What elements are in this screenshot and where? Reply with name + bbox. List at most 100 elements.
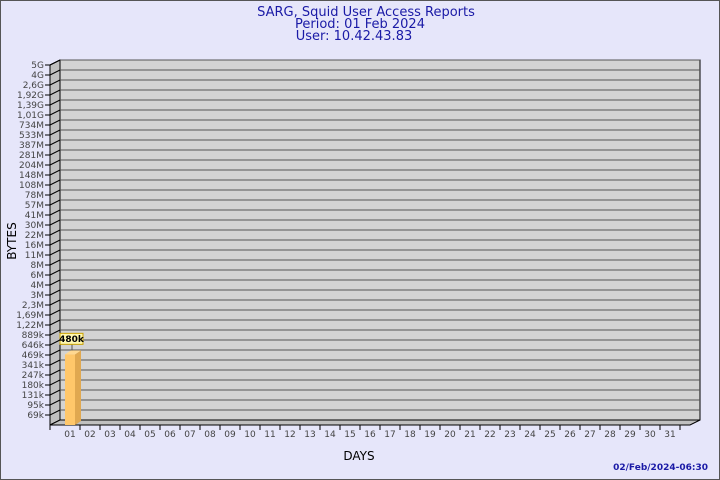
y-tick-diagonal [49,209,61,216]
bar-value-label: 480k [59,335,85,345]
y-tick-label: 30M [25,221,44,231]
x-tick-label: 03 [104,430,115,440]
y-tick-diagonal [49,319,61,326]
x-tick-label: 24 [524,430,536,440]
bar-day-01 [65,354,75,425]
y-tick-label: 281M [19,151,44,161]
x-tick-label: 31 [664,430,675,440]
y-tick-label: 180k [22,381,45,391]
x-tick-label: 27 [584,430,595,440]
y-tick-diagonal [49,159,61,166]
x-tick-label: 13 [304,430,315,440]
y-tick-diagonal [49,359,61,366]
chart-period: Period: 01 Feb 2024 [295,17,425,32]
y-tick-label: 1,01G [17,111,44,121]
y-tick-label: 1,69M [16,311,44,321]
y-tick-label: 16M [25,241,44,251]
x-tick-label: 21 [464,430,475,440]
x-tick-label: 28 [604,430,616,440]
y-tick-diagonal [49,179,61,186]
y-tick-label: 3M [31,291,45,301]
y-axis-label: BYTES [5,222,19,259]
generated-timestamp: 02/Feb/2024-06:30 [613,463,708,473]
y-tick-label: 646k [22,341,45,351]
x-tick-label: 26 [564,430,576,440]
x-axis-label: DAYS [343,449,374,463]
y-tick-label: 2,6G [23,81,44,91]
x-tick-label: 09 [224,430,236,440]
floor [49,419,701,426]
x-tick-label: 11 [264,430,275,440]
x-tick-label: 18 [404,430,416,440]
x-tick-label: 16 [364,430,376,440]
y-tick-label: 387M [19,141,44,151]
x-tick-label: 30 [644,430,656,440]
y-tick-diagonal [49,59,61,66]
x-tick-label: 25 [544,430,555,440]
x-tick-label: 10 [244,430,256,440]
x-tick-label: 04 [124,430,136,440]
x-tick-label: 17 [384,430,395,440]
y-tick-diagonal [49,299,61,306]
y-tick-diagonal [49,189,61,196]
y-tick-label: 131k [22,391,45,401]
y-tick-diagonal [49,409,61,416]
y-tick-label: 108M [19,181,44,191]
y-tick-label: 533M [19,131,44,141]
y-tick-label: 4M [31,281,45,291]
y-tick-diagonal [49,279,61,286]
x-tick-label: 20 [444,430,456,440]
y-tick-label: 78M [25,191,44,201]
y-tick-label: 1,39G [17,101,44,111]
y-tick-label: 2,3M [22,301,44,311]
y-tick-label: 41M [25,211,44,221]
y-tick-diagonal [49,149,61,156]
x-tick-label: 14 [324,430,336,440]
y-tick-label: 22M [25,231,44,241]
y-tick-label: 341k [22,361,45,371]
y-tick-diagonal [49,219,61,226]
y-tick-label: 69k [27,411,44,421]
y-tick-label: 11M [25,251,44,261]
x-tick-label: 05 [144,430,155,440]
y-tick-label: 469k [22,351,45,361]
y-tick-label: 148M [19,171,44,181]
bar-label-box [59,332,84,345]
chart-title: SARG, Squid User Access Reports [257,5,475,20]
x-tick-label: 19 [424,430,436,440]
y-tick-diagonal [49,329,61,336]
y-tick-diagonal [49,169,61,176]
y-tick-label: 57M [25,201,44,211]
y-tick-label: 6M [31,271,45,281]
y-tick-diagonal [49,339,61,346]
x-tick-label: 07 [184,430,195,440]
y-tick-label: 734M [19,121,44,131]
x-tick-label: 08 [204,430,216,440]
y-tick-diagonal [49,239,61,246]
x-tick-label: 06 [164,430,176,440]
y-tick-diagonal [49,249,61,256]
x-tick-label: 29 [624,430,636,440]
y-tick-diagonal [49,89,61,96]
y-tick-label: 95k [27,401,44,411]
x-tick-label: 22 [484,430,495,440]
bar-top [65,350,81,355]
y-tick-label: 1,22M [16,321,44,331]
y-tick-diagonal [49,69,61,76]
y-tick-label: 5G [31,61,44,71]
y-tick-diagonal [49,309,61,316]
y-tick-diagonal [49,379,61,386]
y-tick-diagonal [49,129,61,136]
y-tick-diagonal [49,369,61,376]
y-tick-diagonal [49,269,61,276]
y-tick-diagonal [49,399,61,406]
y-tick-diagonal [49,259,61,266]
y-tick-diagonal [49,139,61,146]
y-tick-diagonal [49,79,61,86]
y-tick-label: 889k [22,331,45,341]
bar-side [75,350,81,425]
y-tick-label: 1,92G [17,91,44,101]
x-tick-label: 12 [284,430,295,440]
y-tick-label: 247k [22,371,45,381]
